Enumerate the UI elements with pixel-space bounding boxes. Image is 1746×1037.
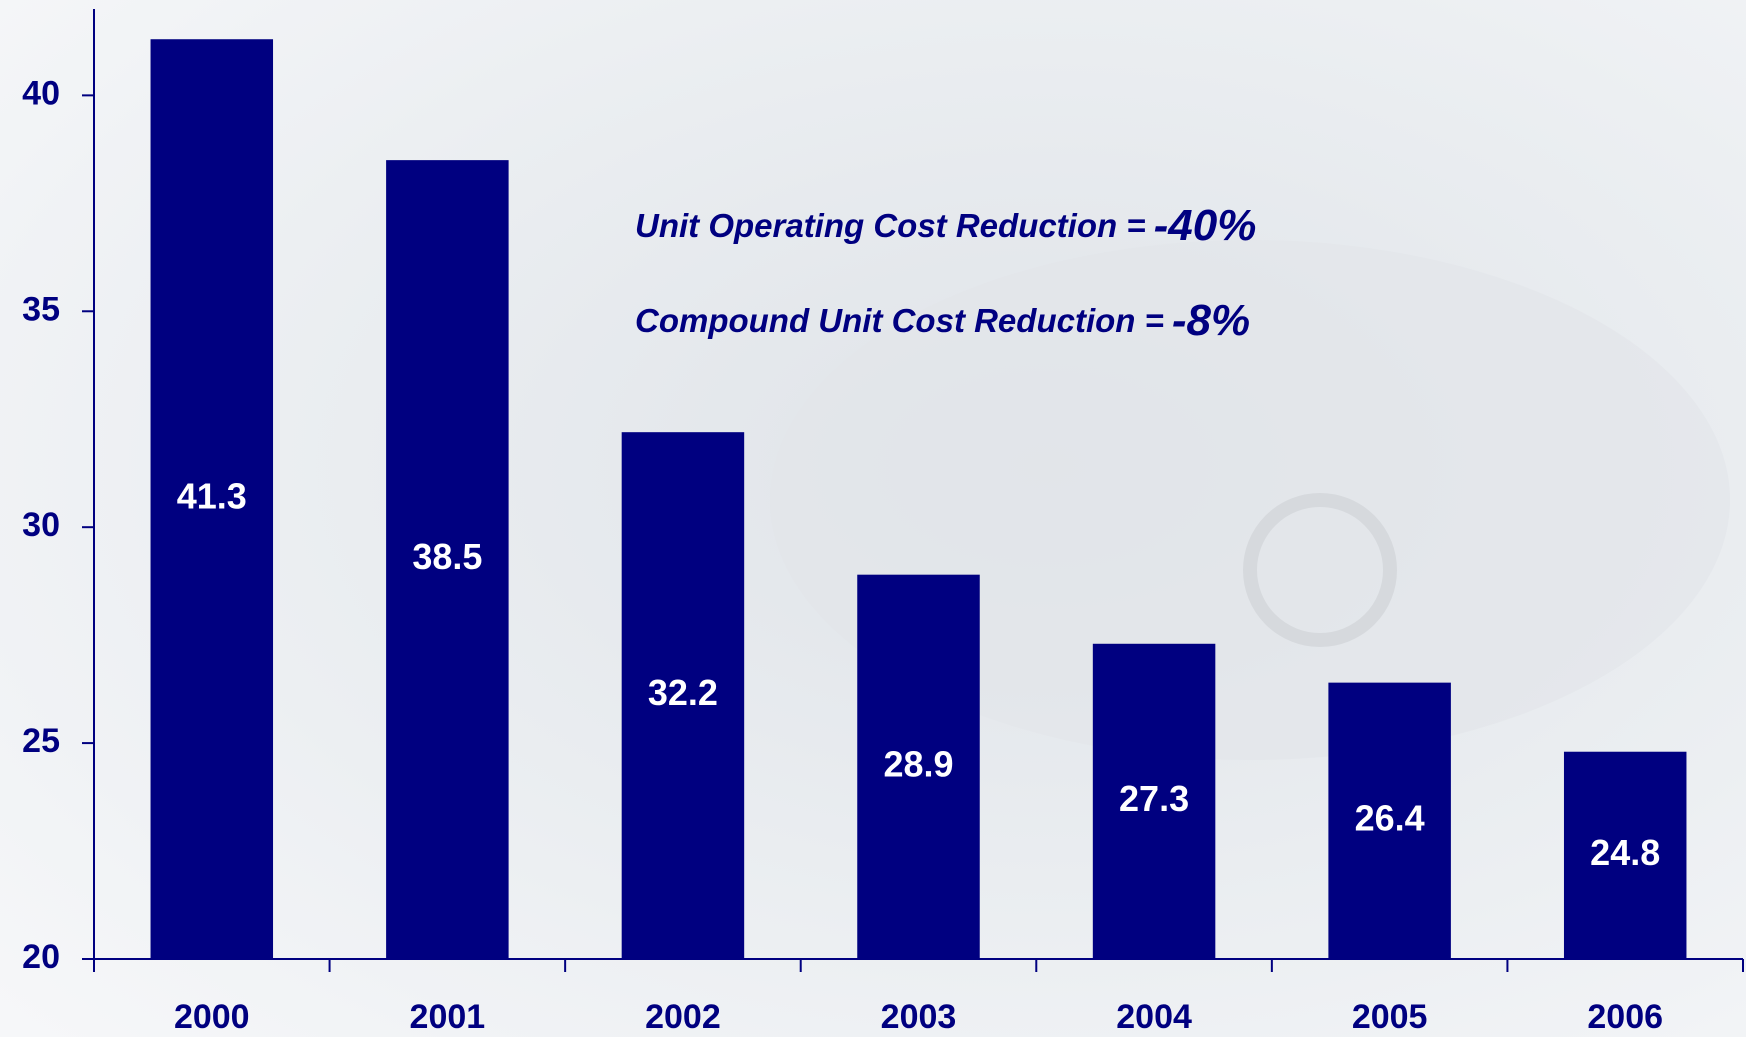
x-tick-label: 2006 [1587,998,1663,1036]
data-label: 24.8 [1590,832,1660,873]
bar [1328,682,1451,959]
x-tick-label: 2003 [881,998,957,1036]
x-tick-label: 2004 [1116,998,1192,1036]
x-tick-label: 2002 [645,998,721,1036]
annotation-value: -8% [1172,296,1250,345]
y-tick-label: 20 [22,938,60,976]
y-tick-label: 40 [22,74,60,112]
bar [1563,751,1687,959]
bar [386,160,509,960]
data-label: 26.4 [1355,797,1425,838]
background-shape [1243,493,1397,647]
data-label: 38.5 [412,536,482,577]
background-shape [770,240,1730,760]
x-tick-label: 2001 [410,998,486,1036]
x-tick-label: 2000 [174,998,250,1036]
bar [150,39,274,959]
data-label: 27.3 [1119,778,1189,819]
annotation: Unit Operating Cost Reduction = -40% [635,201,1256,250]
x-tick-label: 2005 [1352,998,1428,1036]
data-label: 41.3 [177,476,247,517]
bar [621,432,745,959]
data-label: 32.2 [648,672,718,713]
annotation-text: Compound Unit Cost Reduction = [635,302,1164,339]
y-tick-label: 35 [22,290,60,328]
y-tick-label: 25 [22,722,60,760]
annotation-value: -40% [1154,201,1257,250]
bar [1092,643,1216,959]
annotation: Compound Unit Cost Reduction = -8% [635,296,1250,345]
data-label: 28.9 [883,743,953,784]
annotation-text: Unit Operating Cost Reduction = [635,207,1146,244]
bar [857,574,980,959]
y-tick-label: 30 [22,506,60,544]
